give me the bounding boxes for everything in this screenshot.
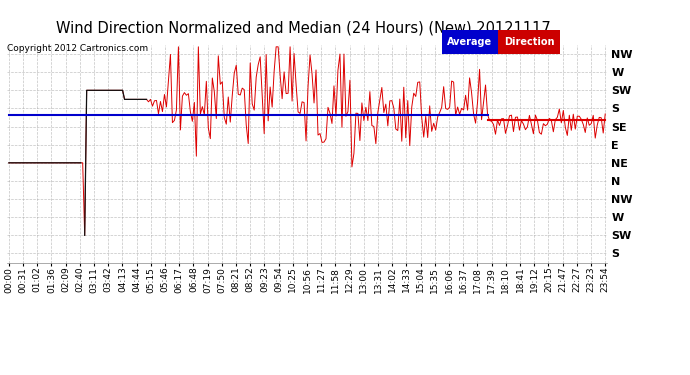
Text: Wind Direction Normalized and Median (24 Hours) (New) 20121117: Wind Direction Normalized and Median (24… — [56, 21, 551, 36]
Text: Average: Average — [447, 37, 493, 47]
Text: Copyright 2012 Cartronics.com: Copyright 2012 Cartronics.com — [7, 44, 148, 52]
Text: Direction: Direction — [504, 37, 555, 47]
